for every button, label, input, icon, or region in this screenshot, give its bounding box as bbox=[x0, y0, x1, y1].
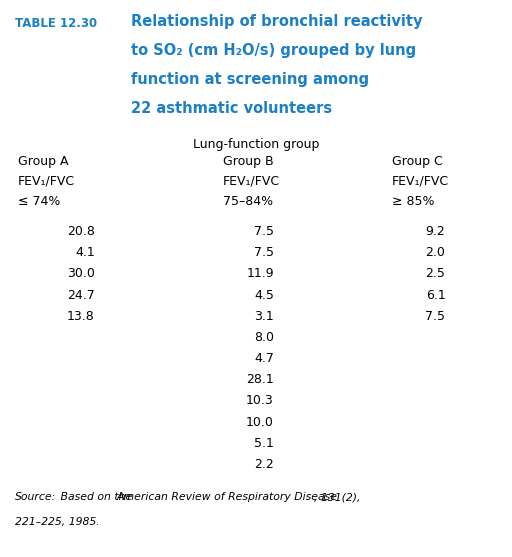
Text: 5.1: 5.1 bbox=[254, 437, 274, 449]
Text: 3.1: 3.1 bbox=[254, 310, 274, 323]
Text: to SO₂ (cm H₂O/s) grouped by lung: to SO₂ (cm H₂O/s) grouped by lung bbox=[131, 43, 416, 58]
Text: FEV₁/FVC: FEV₁/FVC bbox=[392, 175, 449, 188]
Text: 24.7: 24.7 bbox=[67, 289, 95, 301]
Text: 75–84%: 75–84% bbox=[223, 195, 273, 208]
Text: 8.0: 8.0 bbox=[254, 331, 274, 344]
Text: 4.5: 4.5 bbox=[254, 289, 274, 301]
Text: 28.1: 28.1 bbox=[246, 373, 274, 386]
Text: 10.0: 10.0 bbox=[246, 416, 274, 428]
Text: 2.2: 2.2 bbox=[254, 458, 274, 471]
Text: 13.8: 13.8 bbox=[67, 310, 95, 323]
Text: 6.1: 6.1 bbox=[425, 289, 445, 301]
Text: 11.9: 11.9 bbox=[246, 267, 274, 280]
Text: 4.1: 4.1 bbox=[75, 246, 95, 259]
Text: Group C: Group C bbox=[392, 155, 442, 168]
Text: American Review of Respiratory Disease: American Review of Respiratory Disease bbox=[117, 492, 338, 502]
Text: 221–225, 1985.: 221–225, 1985. bbox=[15, 517, 100, 527]
Text: FEV₁/FVC: FEV₁/FVC bbox=[223, 175, 280, 188]
Text: Relationship of bronchial reactivity: Relationship of bronchial reactivity bbox=[131, 14, 422, 29]
Text: function at screening among: function at screening among bbox=[131, 72, 369, 87]
Text: 9.2: 9.2 bbox=[425, 225, 445, 238]
Text: , 131(2),: , 131(2), bbox=[314, 492, 360, 502]
Text: Based on the: Based on the bbox=[57, 492, 136, 502]
Text: 20.8: 20.8 bbox=[67, 225, 95, 238]
Text: Group B: Group B bbox=[223, 155, 273, 168]
Text: 2.0: 2.0 bbox=[425, 246, 445, 259]
Text: FEV₁/FVC: FEV₁/FVC bbox=[18, 175, 75, 188]
Text: Group A: Group A bbox=[18, 155, 69, 168]
Text: ≤ 74%: ≤ 74% bbox=[18, 195, 60, 208]
Text: 2.5: 2.5 bbox=[425, 267, 445, 280]
Text: 4.7: 4.7 bbox=[254, 352, 274, 365]
Text: 10.3: 10.3 bbox=[246, 394, 274, 407]
Text: 7.5: 7.5 bbox=[254, 246, 274, 259]
Text: ≥ 85%: ≥ 85% bbox=[392, 195, 434, 208]
Text: TABLE 12.30: TABLE 12.30 bbox=[15, 17, 97, 30]
Text: 30.0: 30.0 bbox=[67, 267, 95, 280]
Text: Lung-function group: Lung-function group bbox=[193, 138, 319, 151]
Text: 7.5: 7.5 bbox=[425, 310, 445, 323]
Text: Source:: Source: bbox=[15, 492, 57, 502]
Text: 7.5: 7.5 bbox=[254, 225, 274, 238]
Text: 22 asthmatic volunteers: 22 asthmatic volunteers bbox=[131, 101, 332, 116]
